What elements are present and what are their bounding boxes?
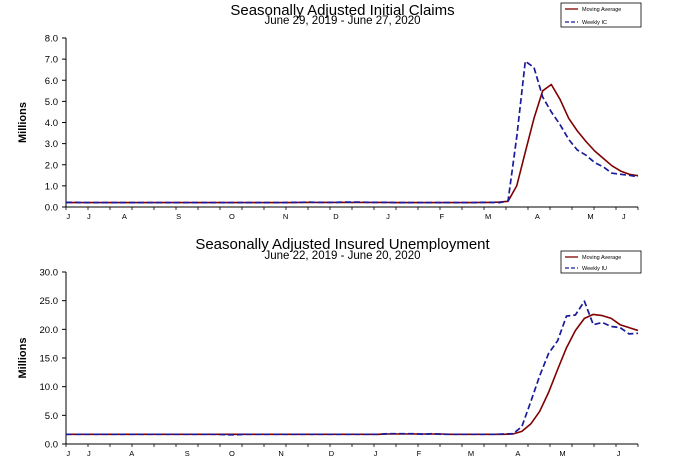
x-tick-label: O [229,449,235,458]
y-tick-label: 7.0 [45,55,58,66]
y-tick-label: 1.0 [45,181,58,192]
y-tick-label: 8.0 [45,34,58,45]
y-tick-label: 0.0 [45,440,58,451]
x-tick-label: F [440,212,445,221]
x-tick-label: F [417,449,422,458]
x-tick-label: O [229,212,235,221]
y-tick-label: 30.0 [40,268,59,279]
x-tick-label: D [329,449,335,458]
legend-box [560,250,642,274]
x-tick-label: M [485,212,491,221]
x-tick-label: S [176,212,181,221]
x-tick-label: J [622,212,626,221]
x-tick-label: J [87,449,91,458]
legend-entry: Weekly IC [582,20,607,26]
x-tick-label: D [333,212,339,221]
y-tick-label: 3.0 [45,139,58,150]
y-tick-label: 4.0 [45,118,58,129]
y-tick-label: 6.0 [45,76,58,87]
y-tick-label: 5.0 [45,97,58,108]
insured-unemployment-chart: Seasonally Adjusted Insured Unemployment… [0,233,685,467]
x-tick-label: J [66,449,70,458]
initial-claims-plot: 0.0 1.0 2.0 3.0 4.0 5.0 6.0 7.0 8.0 J J A S O N D J F M A M J… [17,2,642,221]
chart-subtitle: June 29, 2019 - June 27, 2020 [264,15,421,27]
series-line-weekly-iu [66,300,639,436]
x-tick-label: J [87,212,91,221]
y-axis-label: Millions [17,338,29,379]
chart-subtitle: June 22, 2019 - June 20, 2020 [264,250,421,262]
x-tick-label: J [617,449,621,458]
chart-title: Seasonally Adjusted Insured Unemployment [195,236,490,253]
x-tick-label: A [122,212,127,221]
x-tick-label: M [587,212,593,221]
x-tick-label: A [515,449,520,458]
legend-entry: Weekly IU [582,266,607,272]
x-tick-label: A [129,449,134,458]
y-tick-label: 2.0 [45,160,58,171]
legend-entry: Moving Average [582,255,621,261]
legend-box [560,2,642,28]
y-tick-label: 0.0 [45,203,58,214]
y-tick-label: 10.0 [40,382,59,393]
x-tick-label: J [66,212,70,221]
x-tick-label: M [468,449,474,458]
series-line-moving-average [66,83,639,204]
insured-unemployment-plot: 0.0 5.0 10.0 15.0 20.0 25.0 30.0 J J A S O N D J F M A M J M… [17,250,642,458]
x-tick-label: J [374,449,378,458]
y-axis-label: Millions [17,102,29,143]
chart-title: Seasonally Adjusted Initial Claims [230,2,455,19]
series-line-moving-average [66,313,639,436]
x-tick-label: N [283,212,288,221]
x-tick-label: S [185,449,190,458]
y-tick-label: 25.0 [40,296,59,307]
x-tick-label: J [386,212,390,221]
x-tick-label: N [278,449,283,458]
initial-claims-chart: Seasonally Adjusted Initial Claims June … [0,0,685,232]
y-tick-label: 15.0 [40,354,59,365]
legend-entry: Moving Average [582,7,621,13]
y-tick-label: 20.0 [40,325,59,336]
x-tick-label: A [535,212,540,221]
x-tick-label: M [559,449,565,458]
y-tick-label: 5.0 [45,411,58,422]
series-line-weekly-ic [66,60,639,204]
